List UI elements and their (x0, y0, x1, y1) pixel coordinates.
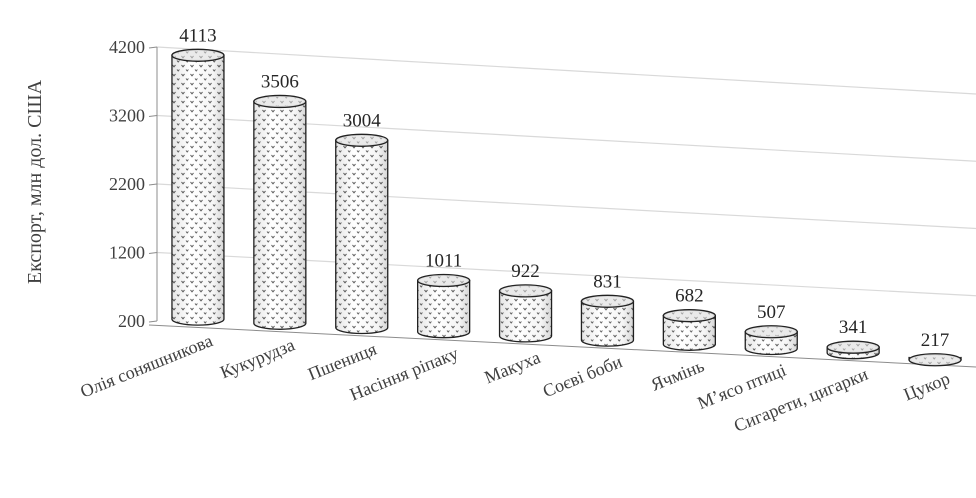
data-label: 3004 (343, 110, 382, 131)
bar (335, 133, 389, 335)
bar-top-pattern (173, 50, 222, 60)
category-label: Олія соняшникова (77, 330, 215, 401)
bar-shading (253, 101, 306, 330)
bar-top-pattern (747, 327, 796, 337)
y-tick (148, 252, 158, 254)
bar-top-pattern (583, 296, 632, 306)
bar-top-pattern (665, 311, 714, 321)
bar-top-pattern (911, 355, 960, 365)
bar-shading (335, 140, 388, 334)
bar-top-pattern (419, 276, 468, 286)
data-label: 3506 (261, 71, 299, 92)
bar-shading (663, 315, 716, 351)
data-label: 4113 (179, 25, 216, 46)
bar-shading (581, 301, 634, 347)
x-axis-line (148, 324, 976, 368)
data-label: 1011 (425, 251, 462, 272)
y-tick-label: 2200 (109, 174, 145, 194)
bar (580, 294, 635, 347)
axes: 200 1200 2200 3200 4200 (109, 37, 976, 368)
y-tick-label: 3200 (109, 106, 145, 126)
y-tick (148, 320, 158, 323)
y-tick-label: 4200 (109, 37, 145, 57)
bar (416, 273, 471, 339)
y-tick (148, 115, 158, 117)
bar (662, 309, 716, 351)
bar (498, 284, 553, 343)
bar-top-pattern (501, 286, 550, 296)
data-label: 682 (675, 286, 704, 307)
y-axis-title: Експорт, млн дол. США (24, 79, 46, 284)
category-label: Соєві боби (540, 351, 625, 401)
bar-shading (171, 55, 224, 326)
bar-top-pattern (829, 342, 878, 352)
bar-top-pattern (337, 135, 386, 145)
bars (171, 48, 962, 367)
bar-top-pattern (255, 96, 304, 106)
category-label: Макуха (482, 347, 544, 387)
y-tick (148, 46, 158, 49)
category-label: Ячмінь (648, 355, 707, 394)
data-label: 507 (757, 302, 786, 323)
bar (253, 94, 307, 330)
gridline (156, 46, 976, 95)
bar (826, 340, 880, 360)
y-tick (148, 183, 158, 186)
category-label: Цукор (901, 368, 953, 404)
bar (171, 48, 225, 326)
data-label: 341 (839, 317, 868, 338)
bar-shading (499, 290, 552, 342)
bar-shading (417, 280, 470, 338)
bar (908, 353, 962, 367)
category-label: Кукурудза (217, 334, 297, 382)
data-label: 831 (593, 271, 622, 292)
data-label: 217 (921, 330, 950, 351)
bar (744, 325, 798, 356)
y-tick-label: 1200 (109, 243, 145, 263)
data-label: 922 (511, 261, 540, 282)
y-tick-label: 200 (118, 311, 145, 331)
